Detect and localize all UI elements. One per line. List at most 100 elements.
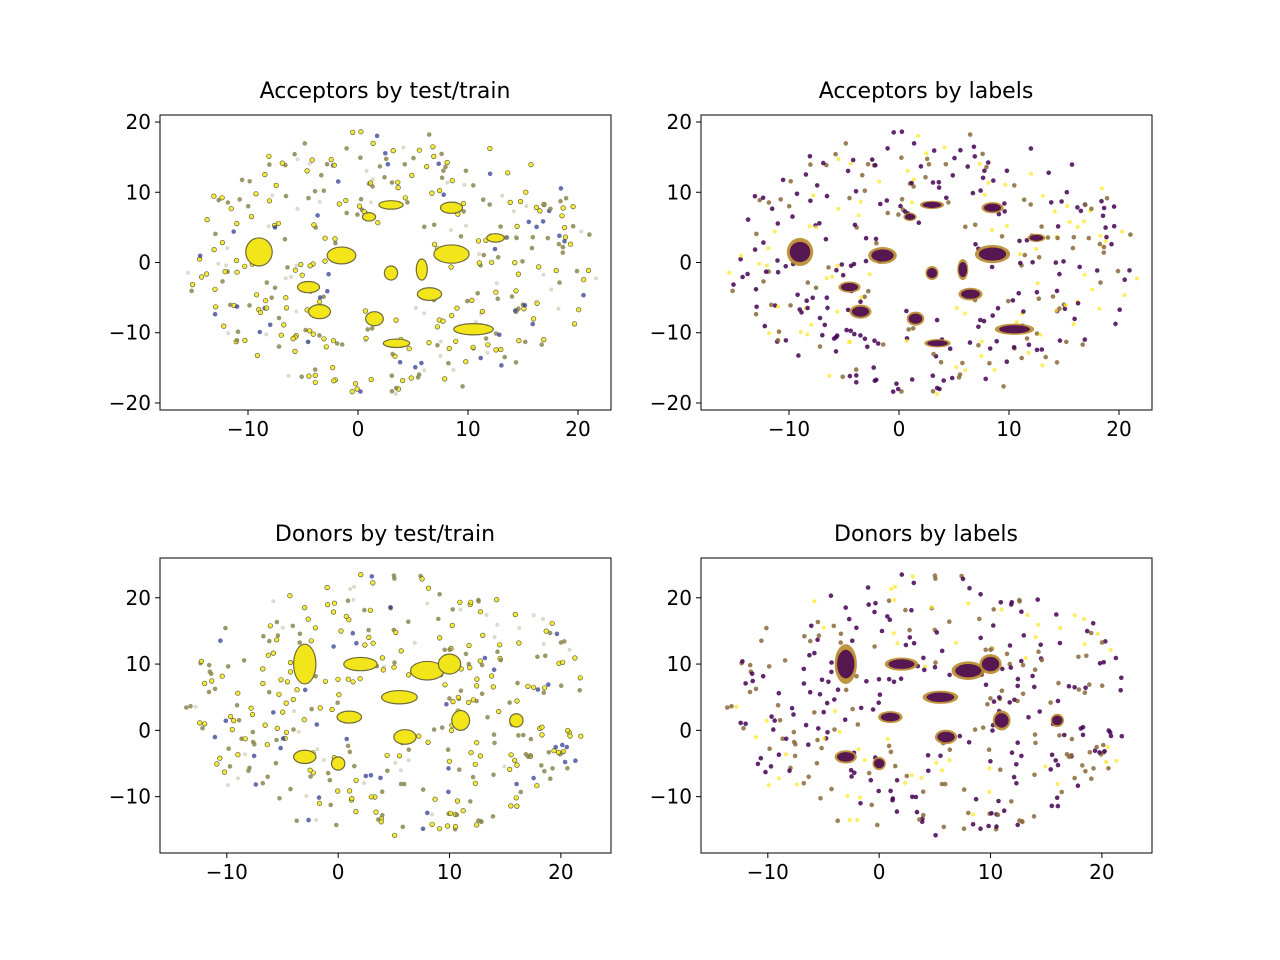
scatter-point xyxy=(448,727,455,734)
scatter-point xyxy=(853,189,859,194)
scatter-point xyxy=(1076,654,1081,660)
scatter-point xyxy=(317,705,323,711)
scatter-point xyxy=(391,664,397,670)
scatter-point xyxy=(939,648,945,654)
scatter-point xyxy=(926,768,931,774)
scatter-point xyxy=(490,684,496,690)
scatter-point xyxy=(290,696,296,703)
scatter-point xyxy=(1122,293,1127,298)
scatter-point xyxy=(842,717,848,722)
scatter-point xyxy=(1055,235,1060,241)
scatter-point xyxy=(282,236,288,242)
scatter-point xyxy=(738,720,743,726)
scatter-point xyxy=(1069,162,1075,167)
scatter-point xyxy=(334,822,339,828)
scatter-point xyxy=(801,681,807,686)
scatter-point xyxy=(543,653,548,659)
scatter-point xyxy=(430,144,436,150)
scatter-point xyxy=(559,213,565,219)
scatter-point xyxy=(312,189,318,194)
scatter-point xyxy=(333,240,338,246)
scatter-point xyxy=(1009,600,1015,605)
scatter-point xyxy=(866,770,872,776)
scatter-point xyxy=(966,601,971,606)
scatter-point xyxy=(294,263,299,268)
scatter-point xyxy=(231,717,237,724)
scatter-point xyxy=(967,132,973,137)
scatter-point xyxy=(555,749,562,756)
scatter-point xyxy=(186,270,191,275)
scatter-point xyxy=(858,705,864,711)
scatter-point xyxy=(492,740,497,746)
scatter-point xyxy=(329,706,335,713)
scatter-point xyxy=(477,753,484,759)
cluster-core xyxy=(851,306,870,317)
scatter-point xyxy=(1122,277,1127,283)
scatter-point xyxy=(395,185,401,191)
scatter-point xyxy=(1094,268,1100,273)
scatter-point xyxy=(828,593,834,598)
scatter-point xyxy=(437,635,443,641)
scatter-point xyxy=(807,224,812,229)
scatter-point xyxy=(986,823,991,829)
scatter-point xyxy=(520,259,525,264)
scatter-point xyxy=(898,203,903,209)
scatter-point xyxy=(865,585,871,590)
scatter-point xyxy=(1034,331,1040,336)
scatter-point xyxy=(990,313,995,318)
scatter-point xyxy=(400,824,406,830)
scatter-point xyxy=(759,638,764,643)
scatter-point xyxy=(517,198,524,205)
scatter-point xyxy=(852,331,857,337)
scatter-point xyxy=(888,788,893,794)
scatter-point xyxy=(829,786,834,792)
scatter-point xyxy=(798,330,803,334)
scatter-point xyxy=(814,183,820,188)
scatter-point xyxy=(273,760,279,766)
scatter-point xyxy=(537,208,543,214)
scatter-point xyxy=(246,768,251,773)
scatter-point xyxy=(525,683,531,689)
scatter-point xyxy=(276,344,282,349)
scatter-point xyxy=(814,760,820,766)
scatter-point xyxy=(474,740,480,746)
scatter-point xyxy=(292,267,299,273)
scatter-point xyxy=(1004,168,1010,174)
scatter-point xyxy=(864,679,869,684)
scatter-point xyxy=(1080,342,1085,347)
scatter-point xyxy=(909,608,914,613)
plot-area xyxy=(725,572,1125,838)
y-tick-label: 20 xyxy=(667,110,692,134)
scatter-point xyxy=(1067,219,1072,224)
scatter-point xyxy=(1054,308,1059,313)
scatter-point xyxy=(319,172,324,178)
scatter-point xyxy=(206,689,212,695)
scatter-point xyxy=(1002,209,1007,214)
scatter-point xyxy=(426,340,432,346)
scatter-point xyxy=(1049,803,1055,809)
scatter-point xyxy=(1090,621,1096,626)
scatter-point xyxy=(309,157,315,163)
scatter-point xyxy=(854,380,859,385)
scatter-point xyxy=(334,341,340,346)
scatter-point xyxy=(539,724,545,730)
scatter-point xyxy=(1021,197,1027,202)
scatter-point xyxy=(221,769,228,775)
scatter-point xyxy=(350,679,356,685)
scatter-point xyxy=(936,185,942,190)
scatter-point xyxy=(795,292,800,298)
scatter-point xyxy=(370,580,376,586)
scatter-point xyxy=(498,224,503,229)
scatter-point xyxy=(262,722,268,728)
scatter-point xyxy=(1064,189,1070,195)
scatter-point xyxy=(297,631,303,637)
scatter-point xyxy=(947,619,952,624)
scatter-point xyxy=(295,206,300,211)
scatter-point xyxy=(832,697,837,702)
scatter-point xyxy=(987,346,993,351)
scatter-point xyxy=(791,729,797,735)
scatter-point xyxy=(863,258,869,264)
scatter-point xyxy=(763,269,769,275)
y-tick-label: 20 xyxy=(126,586,151,610)
scatter-point xyxy=(850,706,855,712)
